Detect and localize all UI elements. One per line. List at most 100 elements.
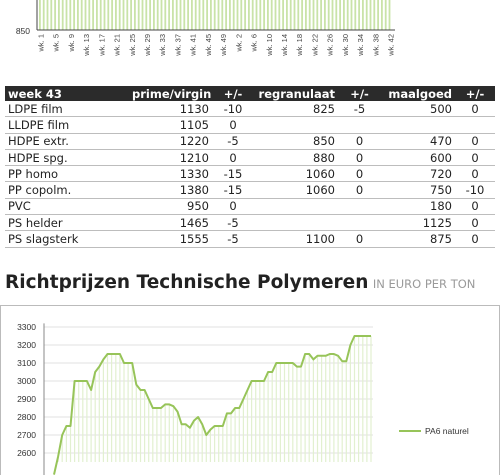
x-tick-label: wk. 42 — [387, 34, 396, 57]
table-cell: 0 — [229, 117, 237, 132]
bar — [263, 381, 265, 462]
bar — [54, 0, 56, 30]
bar — [345, 361, 347, 462]
bar — [255, 381, 257, 462]
bar — [369, 0, 372, 30]
top-bar-chart: 850 wk. 1 wk. 5 wk. 9 wk. 13 wk. 17 wk. 21 wk. … — [16, 0, 396, 57]
y-tick-label: 3000 — [17, 376, 36, 386]
x-tick-label: wk. 14 — [280, 34, 289, 57]
row-label: PP homo — [8, 166, 59, 181]
bar — [181, 424, 183, 462]
x-tick-label: wk. 10 — [265, 34, 274, 57]
table-cell: 0 — [355, 232, 364, 247]
bar — [296, 366, 298, 462]
table-cell: 1465 — [179, 215, 209, 230]
bar — [202, 0, 205, 30]
bar — [61, 0, 64, 30]
bar — [102, 359, 104, 462]
bar — [300, 366, 302, 462]
bar — [107, 0, 110, 30]
bar — [341, 361, 343, 462]
bar — [370, 336, 372, 462]
y-tick-label: 3200 — [17, 340, 36, 350]
bar — [275, 363, 277, 462]
table-header-row: week 43 prime/virgin +/- regranulaat +/- maal… — [5, 86, 495, 101]
bar — [130, 0, 132, 30]
table-cell — [254, 117, 338, 133]
bar — [283, 363, 286, 462]
x-tick-label: wk. 2 — [234, 34, 243, 53]
table-cell: 0 — [229, 150, 237, 165]
column-header: +/- — [455, 86, 495, 101]
bar — [263, 0, 265, 30]
table-cell: 0 — [471, 166, 479, 181]
table-cell: 0 — [471, 199, 479, 214]
x-tick-label: wk. 38 — [371, 34, 380, 57]
bar — [189, 427, 191, 462]
bar — [61, 435, 63, 462]
bar — [111, 0, 113, 30]
bar — [362, 0, 364, 30]
bar — [312, 359, 314, 462]
bar — [270, 0, 273, 30]
x-tick-label: wk. 30 — [341, 34, 350, 57]
bar — [206, 0, 208, 30]
price-table: week 43 prime/virgin +/- regranulaat +/- maal… — [5, 86, 495, 248]
bar — [217, 0, 220, 30]
bar — [225, 0, 227, 30]
bar — [160, 0, 163, 30]
bar — [80, 0, 83, 30]
bar — [278, 0, 281, 30]
x-tick-label: wk. 18 — [295, 34, 304, 57]
column-header: +/- — [212, 86, 254, 101]
bar — [94, 372, 96, 462]
bar — [111, 354, 113, 462]
bar — [343, 0, 345, 30]
column-header: +/- — [338, 86, 381, 101]
bar — [149, 0, 151, 30]
bar — [337, 355, 339, 462]
section-subtitle: IN EURO PER TON — [372, 277, 476, 291]
x-tick-label: wk. 25 — [128, 34, 137, 57]
bar — [164, 404, 166, 462]
table-cell: 1100 — [305, 232, 335, 247]
bar — [193, 420, 195, 462]
bar — [168, 404, 170, 462]
table-cell: 750 — [430, 183, 452, 198]
bar — [42, 0, 45, 30]
bar — [292, 363, 294, 462]
x-tick-label: wk. 49 — [219, 34, 228, 57]
bar — [358, 0, 360, 30]
bar — [316, 355, 319, 462]
table-cell: 470 — [430, 134, 452, 149]
row-label: PS helder — [8, 215, 63, 230]
x-tick-label: wk. 5 — [52, 34, 61, 53]
y-tick-label: 2800 — [17, 412, 36, 422]
bar — [69, 426, 72, 462]
bar — [226, 413, 228, 462]
bar — [205, 435, 207, 462]
table-cell: 0 — [471, 215, 479, 230]
bar — [304, 354, 306, 462]
bar — [88, 0, 91, 30]
bar — [339, 0, 341, 30]
bar — [197, 417, 199, 462]
bar — [229, 0, 231, 30]
table-cell: 500 — [430, 101, 452, 116]
bar — [222, 426, 224, 462]
bar — [98, 366, 100, 462]
bar — [65, 426, 67, 462]
bar — [234, 408, 236, 462]
bar — [373, 0, 376, 30]
table-cell: 1125 — [422, 215, 452, 230]
series-line — [53, 335, 371, 475]
bar — [324, 0, 326, 30]
bar — [135, 384, 137, 462]
bar — [187, 0, 189, 30]
table-cell: 825 — [313, 101, 335, 116]
bar — [271, 372, 273, 462]
table-cell: -5 — [227, 232, 239, 247]
table-cell: 720 — [430, 166, 452, 181]
bar — [242, 399, 244, 462]
bar — [191, 0, 193, 30]
